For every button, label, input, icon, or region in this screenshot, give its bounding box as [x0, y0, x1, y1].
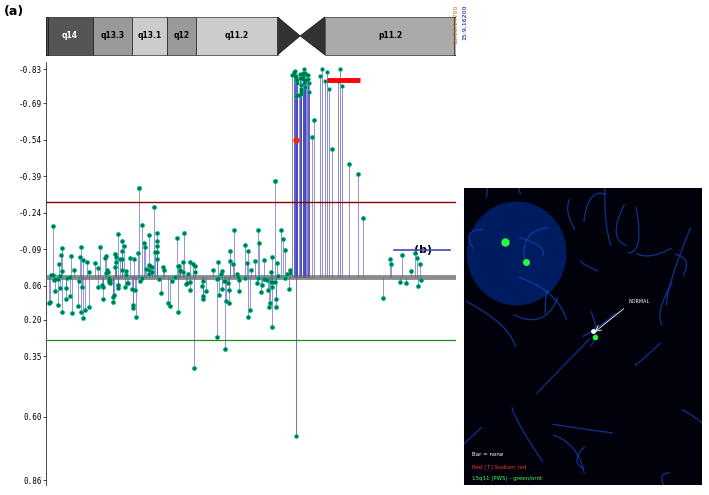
Text: 15q11 (PWS) - green/ornt: 15q11 (PWS) - green/ornt — [471, 476, 542, 481]
Polygon shape — [278, 17, 300, 55]
Text: q11.2: q11.2 — [225, 31, 249, 41]
Bar — [325, 17, 456, 55]
Bar — [454, 17, 456, 55]
Bar — [46, 17, 93, 55]
Text: Red (↑) Sodium red: Red (↑) Sodium red — [471, 464, 526, 470]
Text: q13.1: q13.1 — [138, 31, 162, 41]
Ellipse shape — [467, 201, 566, 305]
Text: 15:36,14700: 15:36,14700 — [453, 5, 459, 45]
Text: p11.2: p11.2 — [379, 31, 403, 41]
Text: q12: q12 — [173, 31, 189, 41]
Text: 15:9,16200: 15:9,16200 — [462, 5, 467, 40]
Text: (a): (a) — [4, 5, 24, 18]
Bar — [196, 17, 278, 55]
Text: (b): (b) — [414, 246, 432, 255]
Text: q14: q14 — [62, 31, 78, 41]
Text: Bar = none: Bar = none — [471, 452, 503, 457]
Polygon shape — [300, 17, 325, 55]
Bar — [132, 17, 167, 55]
Bar — [167, 17, 196, 55]
Text: NORMAL: NORMAL — [628, 299, 649, 304]
Bar — [93, 17, 132, 55]
Text: q13.3: q13.3 — [101, 31, 125, 41]
Bar — [46, 17, 48, 55]
